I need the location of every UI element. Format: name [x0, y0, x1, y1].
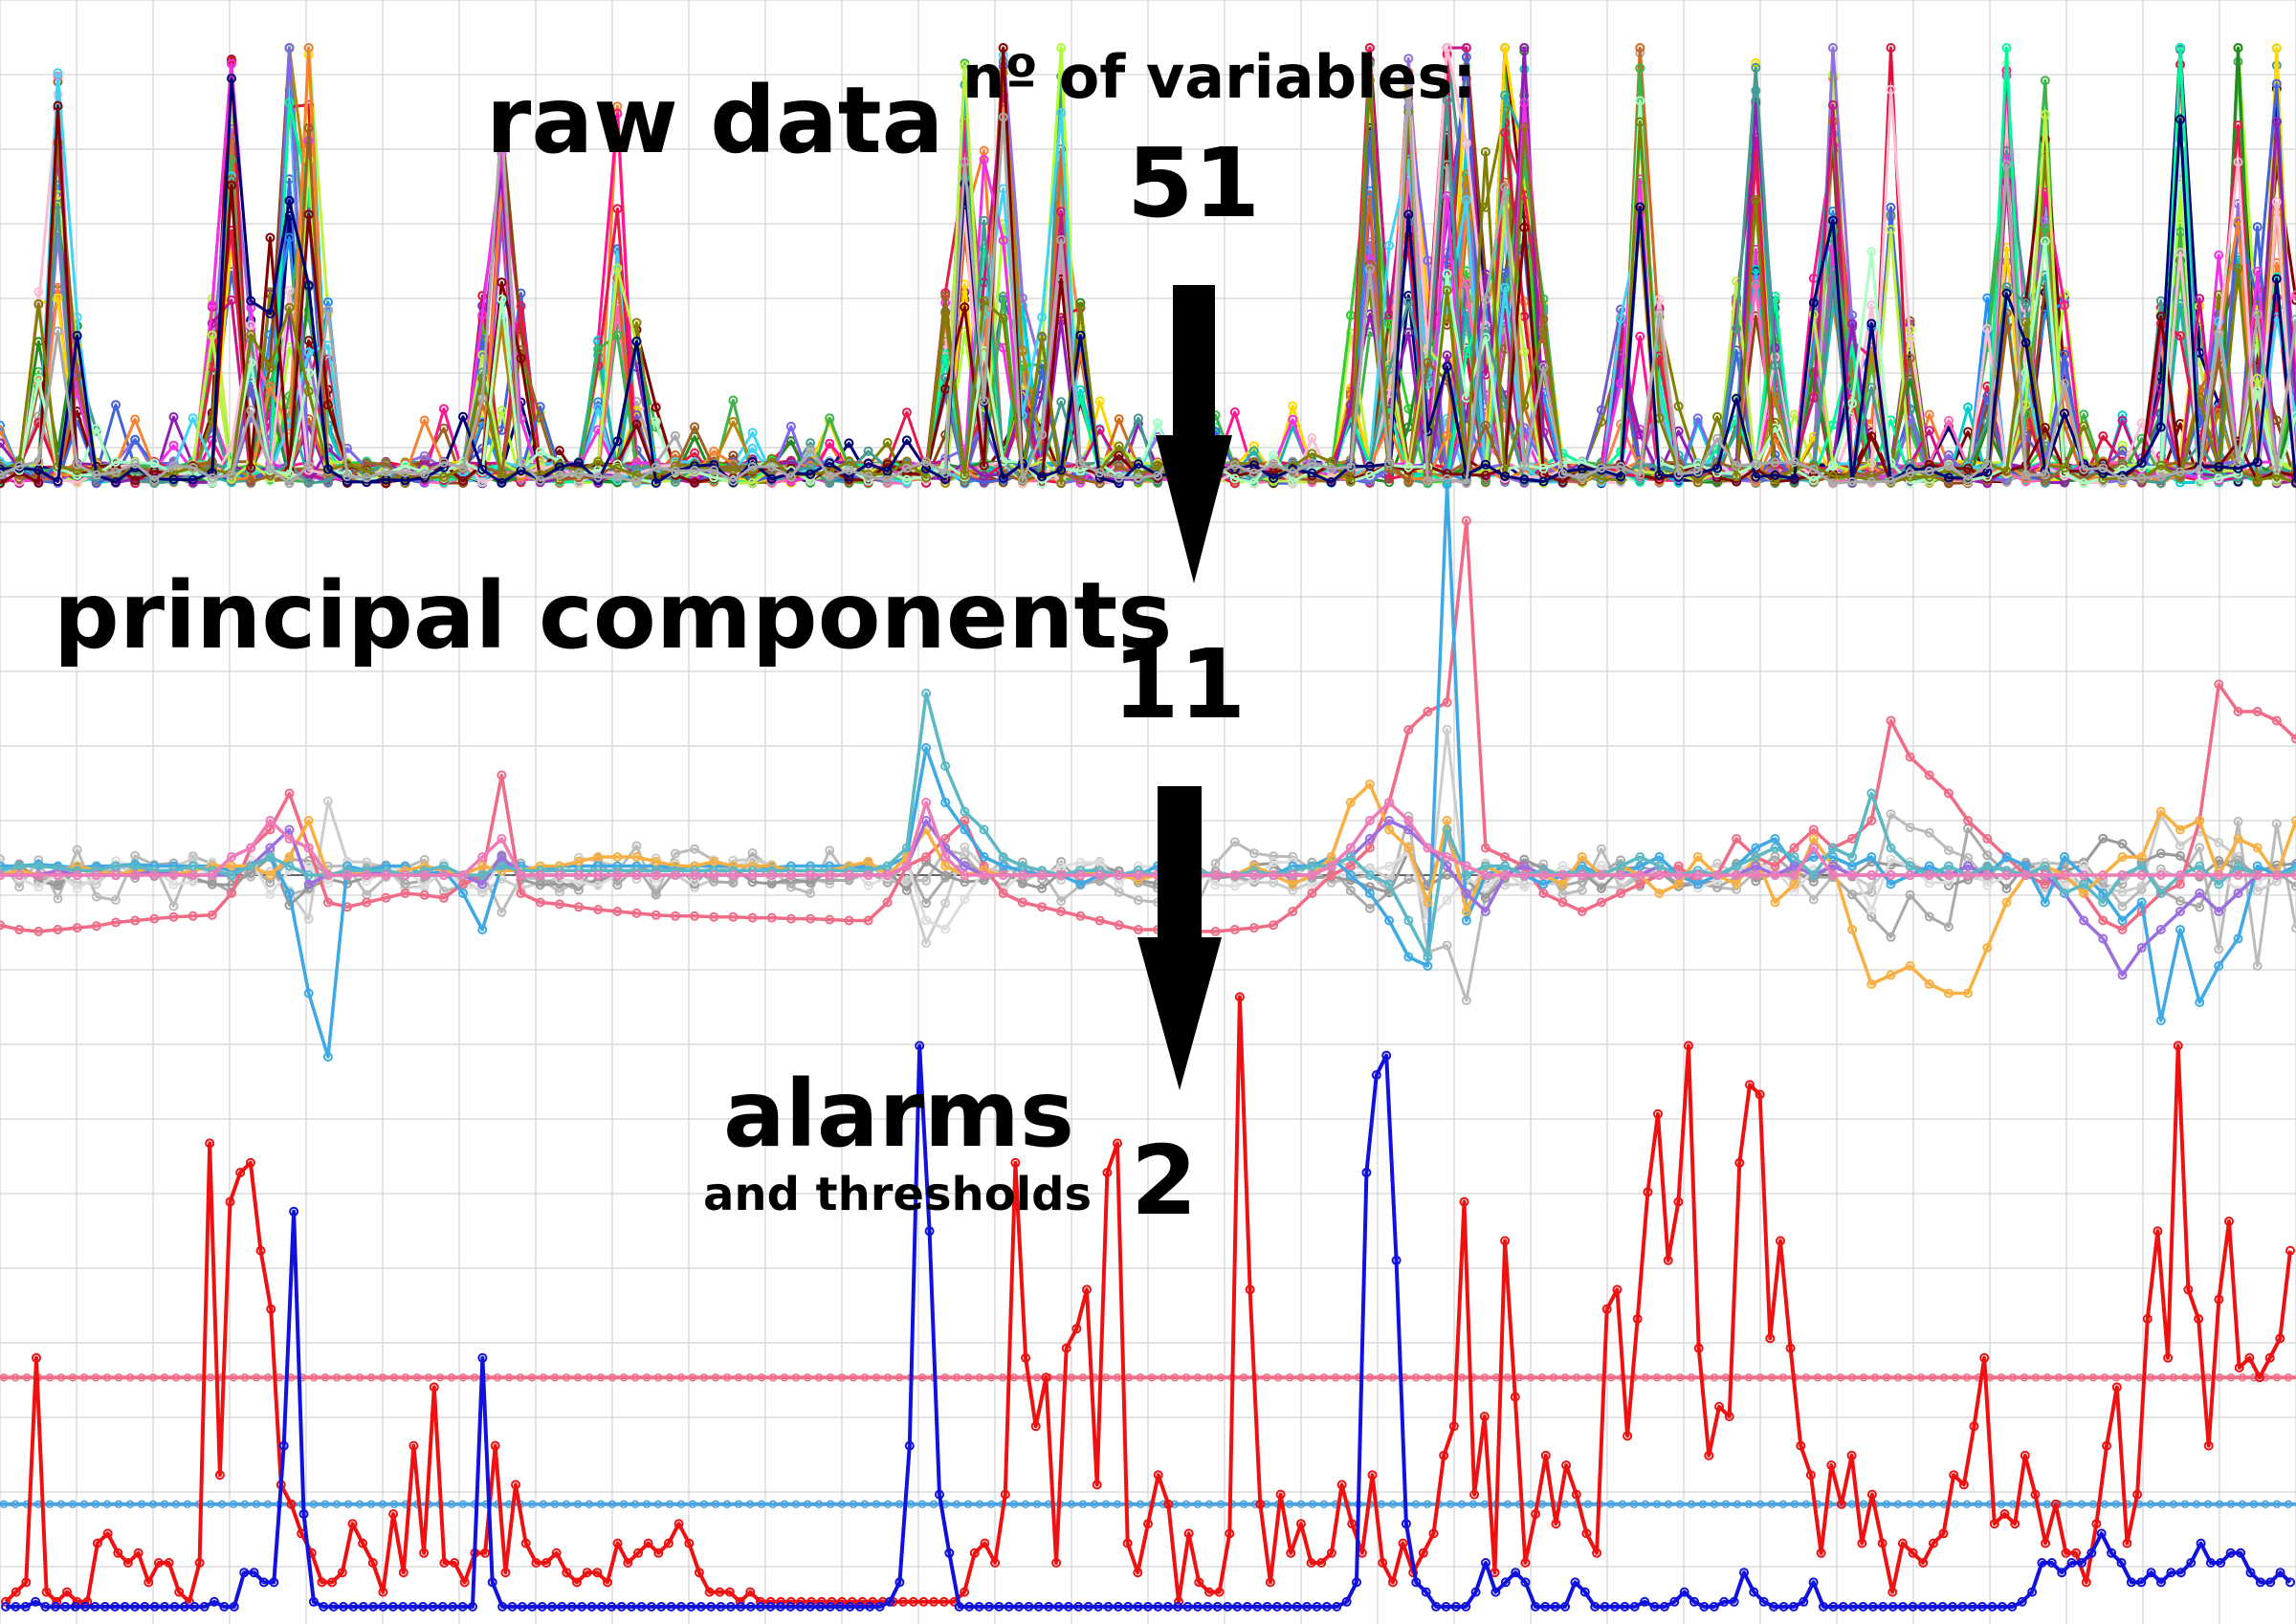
raw-series-point: [1924, 409, 1934, 420]
raw-series-point: [111, 400, 121, 410]
raw-series-point: [284, 232, 295, 243]
raw-series-point: [1673, 401, 1684, 411]
raw-series-point: [882, 437, 893, 448]
raw-series-point: [0, 420, 5, 430]
raw-series-point: [844, 438, 854, 449]
raw-series-point: [2079, 409, 2089, 420]
raw-series-point: [497, 406, 507, 416]
raw-series-point: [806, 438, 816, 449]
raw-series-point: [1982, 293, 1993, 303]
raw-series-point: [168, 412, 179, 422]
raw-series-point: [651, 416, 661, 427]
raw-series-point: [1056, 43, 1067, 53]
raw-series-point: [303, 336, 314, 346]
raw-series-point: [2252, 222, 2263, 232]
raw-series-point: [2040, 76, 2050, 86]
raw-series-point: [554, 446, 564, 456]
raw-series-point: [979, 145, 989, 156]
raw-series-point: [670, 430, 680, 441]
raw-series-point: [747, 428, 758, 438]
raw-series-point: [901, 407, 912, 418]
raw-series-point: [651, 403, 661, 412]
raw-series-point: [2214, 250, 2224, 260]
raw-series-point: [631, 318, 642, 328]
raw-series-point: [1789, 409, 1799, 420]
raw-series-point: [438, 423, 449, 433]
raw-series-point: [91, 424, 101, 433]
raw-series-point: [168, 440, 179, 450]
raw-series-point: [728, 395, 739, 406]
